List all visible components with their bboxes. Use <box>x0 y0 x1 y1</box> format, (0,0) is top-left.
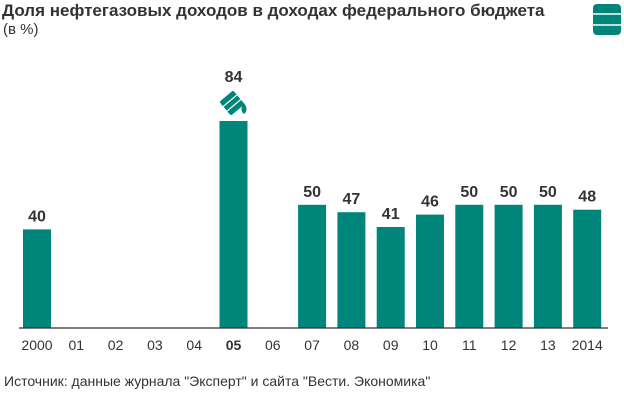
x-tick-10: 10 <box>422 337 438 353</box>
x-tick-02: 02 <box>108 337 124 353</box>
x-tick-11: 11 <box>462 337 477 353</box>
x-tick-09: 09 <box>383 337 399 353</box>
data-label-10: 46 <box>421 194 439 211</box>
bar-10 <box>416 214 444 328</box>
data-label-2014: 48 <box>578 189 596 206</box>
chart-title: Доля нефтегазовых доходов в доходах феде… <box>2 1 545 20</box>
x-tick-13: 13 <box>540 337 556 353</box>
bar-11 <box>455 204 484 328</box>
bar-chart: 40 84 50 47 41 46 50 50 50 48 2000 01 02 03 04 05 06 07 0… <box>19 4 621 353</box>
bar-09 <box>376 227 405 328</box>
data-label-07: 50 <box>303 184 321 201</box>
bar-05 <box>219 121 248 328</box>
data-label-09: 41 <box>382 206 400 223</box>
x-tick-12: 12 <box>501 337 517 353</box>
data-label-13: 50 <box>539 184 557 201</box>
x-tick-07: 07 <box>304 337 320 353</box>
data-label-12: 50 <box>500 184 518 201</box>
bar-13 <box>533 204 562 328</box>
bar-2014 <box>573 209 602 328</box>
source-note: Источник: данные журнала "Эксперт" и сай… <box>4 373 431 389</box>
data-label-05: 84 <box>225 69 243 86</box>
oil-barrel-icon <box>593 4 621 35</box>
x-tick-08: 08 <box>344 337 360 353</box>
x-tick-01: 01 <box>69 337 85 353</box>
bar-08 <box>337 212 366 328</box>
x-tick-06: 06 <box>265 337 281 353</box>
x-tick-05: 05 <box>226 337 242 353</box>
data-label-08: 47 <box>343 191 361 208</box>
data-label-11: 50 <box>460 184 478 201</box>
bar-07 <box>298 204 327 328</box>
x-tick-03: 03 <box>147 337 163 353</box>
x-tick-04: 04 <box>186 337 202 353</box>
x-tick-2000: 2000 <box>21 337 52 353</box>
bar-12 <box>494 204 523 328</box>
data-label-2000: 40 <box>28 208 46 225</box>
bar-2000 <box>23 229 51 328</box>
x-tick-2014: 2014 <box>572 337 603 353</box>
spilled-barrel-icon <box>220 91 247 115</box>
chart-subtitle: (в %) <box>3 21 39 38</box>
